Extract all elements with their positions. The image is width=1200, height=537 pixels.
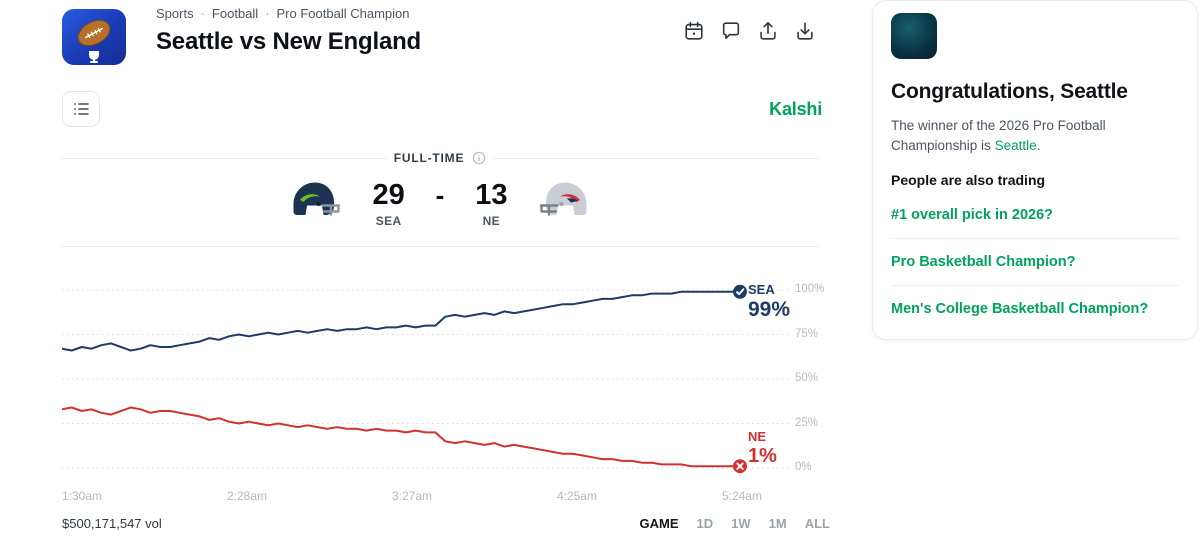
range-option[interactable]: ALL [804, 516, 830, 531]
sea-score: 29 [372, 179, 405, 211]
football-icon [77, 19, 111, 63]
info-icon[interactable] [472, 151, 486, 165]
sea-abbr: SEA [375, 214, 402, 228]
market-thumbnail-icon [62, 9, 126, 65]
range-option[interactable]: 1W [731, 516, 751, 531]
y-axis-tick: 0% [795, 461, 812, 473]
trophy-icon [89, 51, 99, 63]
list-icon [74, 103, 89, 115]
match-status-label: FULL-TIME [393, 151, 465, 165]
ne-score: 13 [475, 179, 508, 211]
x-axis-tick: 5:24am [721, 489, 762, 503]
related-market-link[interactable]: #1 overall pick in 2026? [891, 207, 1054, 223]
fulltime-divider: FULL-TIME [62, 151, 818, 165]
probability-chart[interactable]: SEA 99% NE 1% 100% 75% 50% 25% 0% [62, 280, 830, 480]
related-market-link[interactable]: Pro Basketball Champion? [891, 254, 1076, 270]
ne-endpoint-marker [733, 459, 747, 474]
chart-footer: $500,171,547 vol GAME 1D 1W 1M ALL [62, 516, 830, 531]
y-axis-tick: 50% [795, 372, 819, 384]
breadcrumb-sports[interactable]: Sports [156, 6, 194, 21]
winner-link[interactable]: Seattle [994, 137, 1037, 153]
ne-helmet-icon [540, 182, 587, 216]
header-text: Sports · Football · Pro Football Champio… [156, 6, 421, 56]
market-header: Sports · Football · Pro Football Champio… [62, 0, 830, 65]
breadcrumb-separator: · [200, 6, 205, 21]
kalshi-logo[interactable]: Kalshi [769, 98, 822, 119]
sea-helmet-icon [293, 182, 340, 216]
breadcrumb: Sports · Football · Pro Football Champio… [156, 6, 421, 21]
ne-score-block: 13 NE [470, 179, 512, 228]
ne-abbr: NE [482, 214, 501, 228]
sea-probability: 99% [748, 297, 791, 321]
result-card: Congratulations, Seattle The winner of t… [872, 0, 1198, 340]
sea-endpoint-marker [733, 284, 747, 299]
y-axis-tick: 25% [795, 416, 819, 429]
calendar-icon[interactable] [683, 20, 705, 42]
market-thumbnail [891, 13, 937, 59]
divider-line [494, 157, 818, 159]
x-axis-tick: 2:28am [226, 489, 268, 503]
also-trading-label: People are also trading [891, 172, 1046, 188]
sea-price-line [62, 290, 741, 352]
breadcrumb-football[interactable]: Football [211, 6, 259, 21]
range-option[interactable]: 1D [696, 516, 714, 531]
section-divider [62, 246, 818, 247]
scoreboard: 29 SEA - 13 NE [62, 179, 818, 228]
range-option[interactable]: 1M [768, 516, 787, 531]
ne-price-line [62, 406, 741, 468]
breadcrumb-separator: · [265, 6, 270, 21]
comment-icon[interactable] [720, 20, 742, 42]
x-axis-tick: 4:25am [556, 489, 597, 503]
divider-line [891, 285, 1179, 286]
volume-label: $500,171,547 vol [62, 516, 162, 531]
ne-probability: 1% [748, 444, 777, 467]
description-period: . [1036, 137, 1041, 153]
page-title: Seattle vs New England [156, 28, 422, 55]
y-axis-tick: 75% [795, 327, 819, 340]
range-option[interactable]: GAME [639, 516, 679, 531]
sea-score-block: 29 SEA [368, 179, 410, 228]
market-list-button[interactable] [62, 91, 100, 127]
divider-line [62, 157, 386, 159]
download-icon[interactable] [794, 20, 816, 42]
price-chart-svg [62, 284, 790, 474]
breadcrumb-pro-football-champion[interactable]: Pro Football Champion [276, 6, 410, 21]
sea-series-label: SEA 99% [748, 282, 791, 321]
toolbar-row: Kalshi [62, 91, 830, 127]
related-market-link[interactable]: Men's College Basketball Champion? [891, 301, 1149, 317]
header-actions [683, 6, 816, 42]
x-axis-tick: 3:27am [391, 489, 432, 503]
share-icon[interactable] [757, 20, 779, 42]
x-axis: 1:30am 2:28am 3:27am 4:25am 5:24am [62, 489, 762, 503]
market-main: Sports · Football · Pro Football Champio… [62, 0, 830, 531]
ne-series-label: NE 1% [748, 429, 777, 467]
card-description: The winner of the 2026 Pro Football Cham… [891, 116, 1179, 155]
y-axis-tick: 100% [795, 283, 825, 295]
card-title: Congratulations, Seattle [891, 80, 1128, 103]
score-separator: - [435, 180, 445, 210]
description-text: The winner of the 2026 Pro Football Cham… [891, 118, 1106, 153]
x-axis-tick: 1:30am [62, 489, 103, 503]
time-range-selector: GAME 1D 1W 1M ALL [640, 516, 830, 531]
chart-gridlines [62, 289, 790, 469]
divider-line [891, 238, 1179, 239]
